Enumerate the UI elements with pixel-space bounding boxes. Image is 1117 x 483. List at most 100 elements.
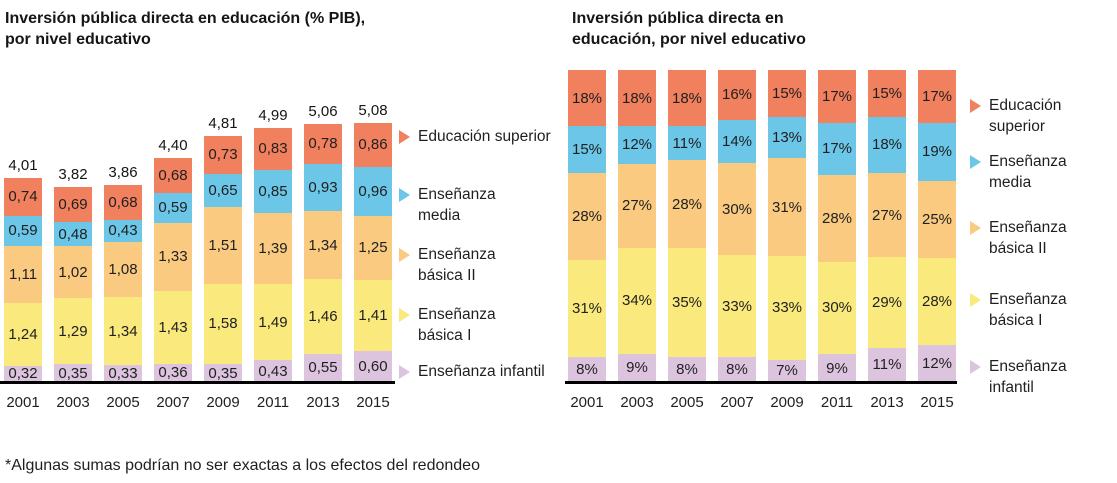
segment-value-label: 17% bbox=[821, 140, 853, 158]
segment-value-label: 15% bbox=[871, 84, 903, 102]
bar-segment: 30% bbox=[818, 261, 856, 355]
bar-total-label: 4,81 bbox=[208, 115, 238, 133]
bar-segment: 28% bbox=[918, 258, 956, 345]
legend-item: Enseñanza básica II bbox=[970, 218, 1067, 260]
bar-column: 18% 15% 28% 31% 8% bbox=[568, 69, 606, 382]
segment-value-label: 1,02 bbox=[58, 263, 88, 281]
chart-pib-title: Inversión pública directa en educación (… bbox=[5, 10, 366, 48]
segment-value-label: 18% bbox=[571, 89, 603, 107]
bar-segment: 27% bbox=[868, 173, 906, 258]
bar-segment: 1,46 bbox=[304, 279, 342, 354]
segment-value-label: 12% bbox=[621, 136, 653, 154]
legend-label: Enseñanza básica I bbox=[418, 306, 496, 344]
bar-segment: 31% bbox=[568, 260, 606, 357]
bar-segment: 31% bbox=[768, 158, 806, 256]
bar-segment: 18% bbox=[568, 69, 606, 127]
segment-value-label: 8% bbox=[576, 361, 598, 378]
bar-segment: 0,36 bbox=[154, 363, 192, 382]
bar-column: 5,06 0,78 0,93 1,34 1,46 0,55 bbox=[304, 103, 342, 382]
x-axis-label: 2009 bbox=[206, 394, 240, 411]
segment-value-label: 0,78 bbox=[308, 135, 338, 153]
bar-column: 15% 18% 27% 29% 11% bbox=[868, 70, 906, 382]
bar-segment: 0,59 bbox=[4, 215, 42, 246]
segment-value-label: 0,33 bbox=[108, 365, 138, 383]
bar-segment: 0,55 bbox=[304, 353, 342, 382]
chart-porcentaje-axis-baseline bbox=[565, 381, 957, 384]
bar-segment: 33% bbox=[768, 255, 806, 360]
legend-item: Enseñanza infantil bbox=[970, 357, 1067, 399]
segment-value-label: 1,43 bbox=[158, 318, 188, 336]
segment-value-label: 1,08 bbox=[108, 260, 138, 278]
bar-segment: 34% bbox=[618, 247, 656, 354]
bar-segment: 0,74 bbox=[4, 178, 42, 216]
triangle-right-icon bbox=[399, 248, 410, 262]
bar-column: 4,01 0,74 0,59 1,11 1,24 0,32 bbox=[4, 157, 42, 382]
bar-segment: 1,33 bbox=[154, 222, 192, 291]
bar-segment: 13% bbox=[768, 117, 806, 159]
segment-value-label: 1,58 bbox=[208, 315, 238, 333]
bar-total-label: 5,06 bbox=[308, 102, 338, 120]
segment-value-label: 15% bbox=[771, 85, 803, 103]
bar-segment: 1,08 bbox=[104, 241, 142, 297]
bar-segment: 0,83 bbox=[254, 127, 292, 170]
bar-segment: 0,35 bbox=[204, 364, 242, 382]
legend-label: Educación superior bbox=[989, 97, 1062, 135]
legend-label: Enseñanza media bbox=[989, 153, 1067, 191]
segment-value-label: 0,93 bbox=[308, 178, 338, 196]
bar-segment: 17% bbox=[818, 122, 856, 176]
segment-value-label: 18% bbox=[671, 89, 703, 107]
legend-label: Enseñanza media bbox=[418, 186, 496, 224]
bar-segment: 0,68 bbox=[154, 158, 192, 193]
legend-label: Enseñanza infantil bbox=[418, 363, 545, 380]
segment-value-label: 1,29 bbox=[58, 322, 88, 340]
bar-segment: 16% bbox=[718, 70, 756, 120]
segment-value-label: 34% bbox=[621, 292, 653, 310]
segment-value-label: 31% bbox=[571, 300, 603, 318]
chart-porcentaje-bars-area: 18% 15% 28% 31% 8% 18% 12% 27% 34% 9% 18% 11% 28% 35%… bbox=[568, 69, 956, 382]
bar-segment: 0,73 bbox=[204, 136, 242, 174]
bar-segment: 30% bbox=[718, 162, 756, 256]
segment-value-label: 0,73 bbox=[208, 146, 238, 164]
bar-segment: 0,32 bbox=[4, 365, 42, 382]
footnote: *Algunas sumas podrían no ser exactas a … bbox=[5, 457, 480, 474]
segment-value-label: 30% bbox=[721, 200, 753, 218]
bar-segment: 15% bbox=[568, 126, 606, 173]
chart-pib-x-axis: 2001 2003 2005 2007 2009 2011 2013 2015 bbox=[4, 394, 392, 411]
segment-value-label: 1,24 bbox=[8, 325, 38, 343]
bar-segment: 1,49 bbox=[254, 284, 292, 361]
bar-segment: 0,60 bbox=[354, 351, 392, 382]
legend-label: Educación superior bbox=[418, 128, 551, 145]
bar-segment: 0,85 bbox=[254, 169, 292, 214]
bar-segment: 0,43 bbox=[254, 360, 292, 382]
bar-column: 3,86 0,68 0,43 1,08 1,34 0,33 bbox=[104, 164, 142, 382]
bar-segment: 0,35 bbox=[54, 364, 92, 382]
bar-segment: 0,33 bbox=[104, 365, 142, 382]
bar-segment: 29% bbox=[868, 257, 906, 348]
segment-value-label: 33% bbox=[771, 299, 803, 317]
segment-value-label: 11% bbox=[672, 134, 702, 152]
legend-item: Educación superior bbox=[399, 127, 551, 148]
bar-segment: 1,11 bbox=[4, 245, 42, 303]
bar-segment: 27% bbox=[618, 163, 656, 248]
bar-segment: 1,29 bbox=[54, 298, 92, 365]
segment-value-label: 14% bbox=[721, 132, 753, 150]
bar-segment: 14% bbox=[718, 119, 756, 163]
segment-value-label: 1,34 bbox=[108, 322, 138, 340]
bar-segment: 33% bbox=[718, 255, 756, 358]
segment-value-label: 7% bbox=[776, 362, 798, 380]
bar-segment: 1,34 bbox=[304, 211, 342, 280]
bar-column: 18% 12% 27% 34% 9% bbox=[618, 70, 656, 382]
segment-value-label: 0,59 bbox=[158, 199, 188, 217]
bar-segment: 1,41 bbox=[354, 279, 392, 352]
segment-value-label: 28% bbox=[921, 293, 953, 311]
bar-segment: 0,93 bbox=[304, 163, 342, 212]
bar-segment: 0,86 bbox=[354, 122, 392, 167]
bar-segment: 28% bbox=[818, 175, 856, 262]
x-axis-label: 2015 bbox=[920, 394, 954, 411]
segment-value-label: 0,36 bbox=[158, 364, 188, 382]
triangle-right-icon bbox=[970, 221, 981, 235]
segment-value-label: 33% bbox=[721, 297, 753, 315]
segment-value-label: 16% bbox=[721, 86, 753, 104]
bar-segment: 1,43 bbox=[154, 290, 192, 364]
legend-item: Enseñanza media bbox=[970, 152, 1067, 194]
